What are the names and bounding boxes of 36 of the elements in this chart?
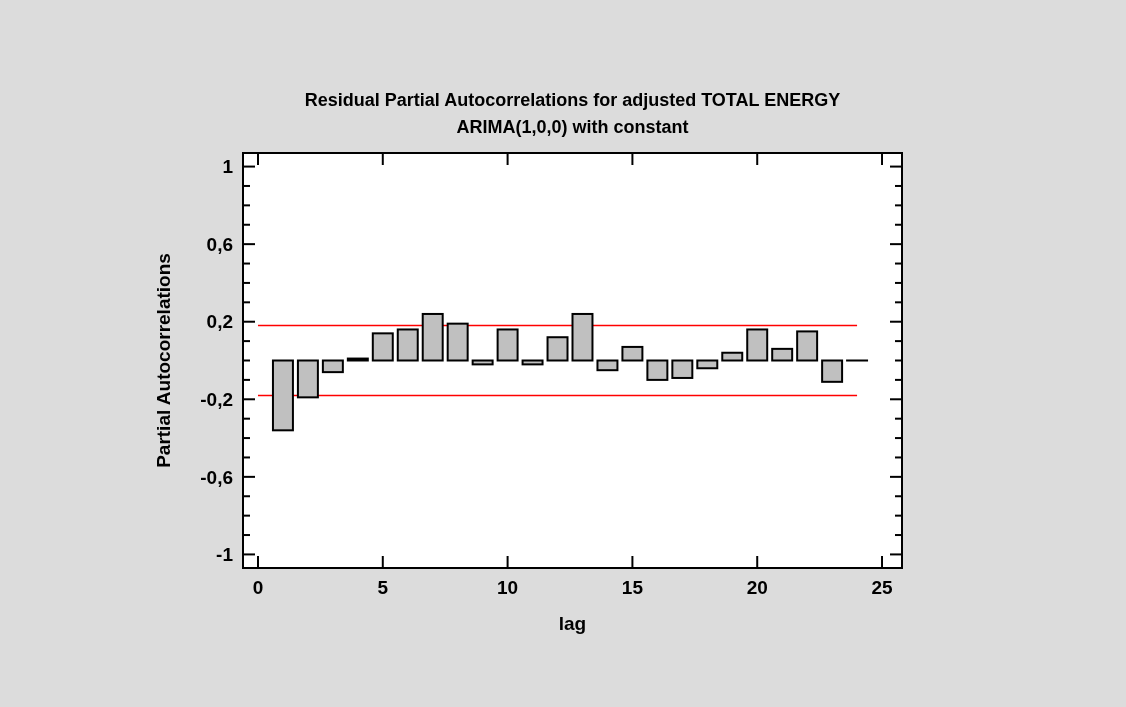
bar (771, 347, 794, 362)
y-tick-label: 0,6 (206, 233, 233, 255)
bar (321, 359, 344, 374)
bar (671, 359, 694, 379)
bar (796, 330, 819, 362)
x-tick-label: 0 (252, 577, 264, 598)
bar (421, 312, 444, 362)
y-tick-label: -1 (216, 544, 234, 566)
bar (296, 359, 319, 399)
bar (746, 328, 769, 362)
bar (646, 359, 669, 381)
x-axis-title: lag (558, 613, 587, 634)
bar (446, 322, 469, 362)
bar (371, 332, 394, 362)
y-tick-label: 0,2 (206, 311, 233, 333)
y-tick-label: -0,6 (200, 466, 233, 488)
bar (621, 345, 644, 362)
bar (271, 359, 294, 432)
bar (596, 359, 619, 372)
y-axis-title: Partial Autocorrelations (153, 253, 174, 468)
bar (821, 359, 844, 383)
bar (546, 336, 569, 362)
y-tick-label: -0,2 (200, 388, 233, 410)
bar (721, 351, 744, 362)
bar (696, 359, 719, 370)
y-tick-label: 1 (222, 156, 234, 178)
bar (496, 328, 519, 362)
x-tick-label: 25 (871, 577, 894, 598)
x-tick-label: 10 (497, 577, 519, 598)
chart-subtitle: ARIMA(1,0,0) with constant (456, 117, 689, 137)
bar (571, 312, 594, 362)
x-tick-label: 20 (746, 577, 768, 598)
x-tick-label: 5 (377, 577, 389, 598)
x-tick-label: 15 (621, 577, 644, 598)
chart-title: Residual Partial Autocorrelations for adjusted TOTAL ENERGY (304, 90, 841, 110)
bar (396, 328, 419, 362)
